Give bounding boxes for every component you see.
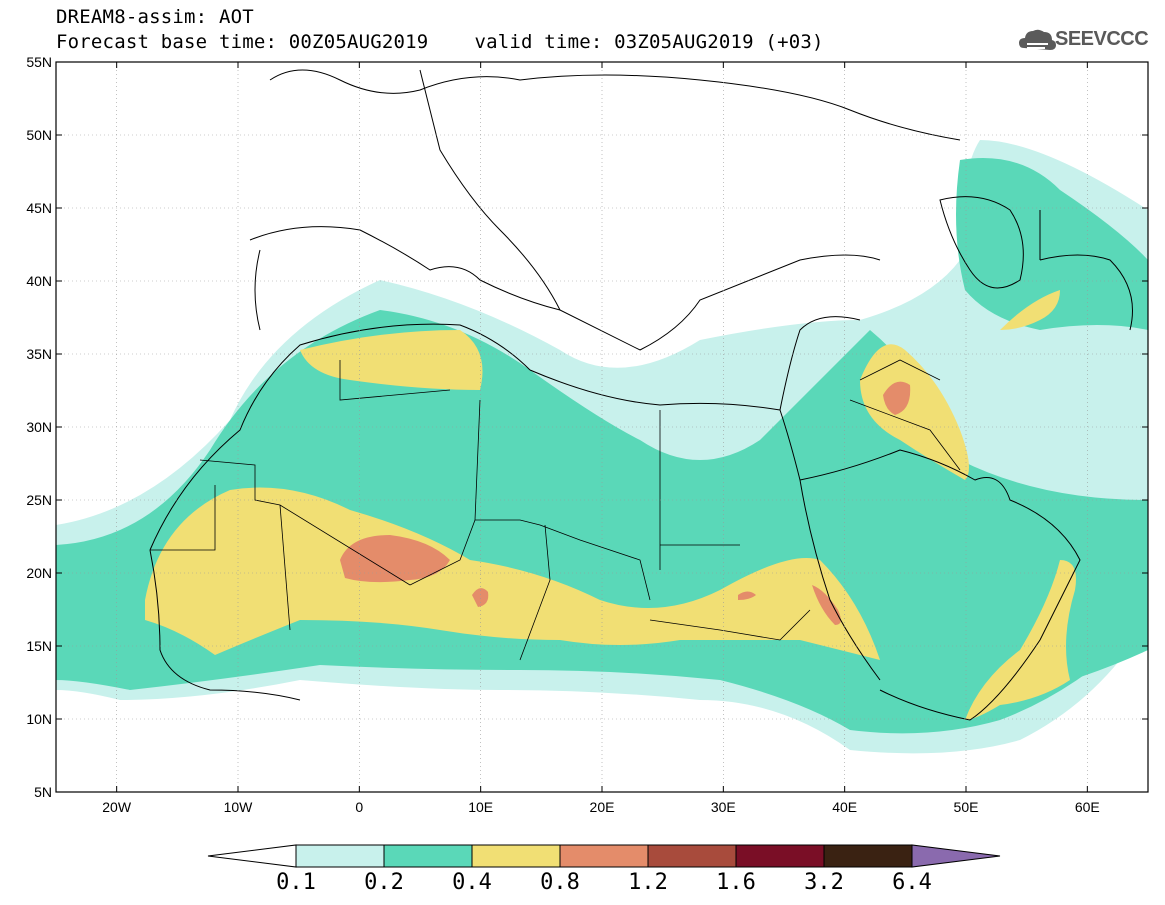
map-title: DREAM8-assim: AOT (56, 6, 254, 28)
colorbar-label: 6.4 (892, 870, 932, 895)
lon-label: 10E (468, 799, 493, 815)
latitude-labels: 55N 50N 45N 40N 35N 30N 25N 20N 15N 10N 5N (26, 54, 52, 800)
colorbar-label: 0.4 (452, 870, 492, 895)
lon-label: 30E (711, 799, 736, 815)
aot-band-0.4 (145, 290, 1076, 720)
lon-label: 60E (1075, 799, 1100, 815)
lat-label: 45N (26, 200, 52, 216)
axis-ticks (56, 61, 1148, 793)
colorbar-label: 0.8 (540, 870, 580, 895)
cloud-icon (1019, 29, 1056, 50)
lat-label: 5N (34, 784, 52, 800)
lon-label: 50E (954, 799, 979, 815)
lon-label: 10W (224, 799, 254, 815)
colorbar-segment (383, 844, 473, 868)
colorbar-segment (471, 844, 561, 868)
lon-label: 0 (355, 799, 363, 815)
lat-label: 50N (26, 127, 52, 143)
colorbar-segment (559, 844, 649, 868)
colorbar-label: 0.2 (364, 870, 404, 895)
lat-label: 15N (26, 638, 52, 654)
colorbar-segment (295, 844, 385, 868)
colorbar-segment (647, 844, 737, 868)
colorbar-segment (823, 844, 913, 868)
time-info: Forecast base time: 00Z05AUG2019 valid ti… (56, 31, 824, 53)
lon-label: 40E (832, 799, 857, 815)
lat-label: 20N (26, 565, 52, 581)
base-time-label: Forecast base time: 00Z05AUG2019 (56, 31, 429, 53)
logo-text: SEEVCCC (1055, 28, 1149, 50)
colorbar-segment (735, 844, 825, 868)
colorbar-label: 1.2 (628, 870, 668, 895)
aot-band-0.8 (340, 381, 911, 625)
lat-label: 55N (26, 54, 52, 70)
lat-label: 40N (26, 273, 52, 289)
coastlines (149, 69, 1133, 721)
lat-label: 30N (26, 419, 52, 435)
valid-time-label: valid time: 03Z05AUG2019 (+03) (474, 31, 824, 53)
lon-label: 20W (102, 799, 132, 815)
colorbar-label: 1.6 (716, 870, 756, 895)
grid-lines (56, 62, 1148, 792)
lat-label: 10N (26, 711, 52, 727)
country-borders (150, 359, 961, 661)
colorbar-label: 3.2 (804, 870, 844, 895)
lat-label: 25N (26, 492, 52, 508)
lon-label: 20E (590, 799, 615, 815)
lat-label: 35N (26, 346, 52, 362)
colorbar-label: 0.1 (276, 870, 316, 895)
colorbar-high-arrow (911, 844, 1001, 868)
colorbar-low-arrow (207, 844, 297, 868)
longitude-labels: 20W 10W 0 10E 20E 30E 40E 50E 60E (102, 799, 1100, 815)
colorbar (207, 844, 1001, 868)
